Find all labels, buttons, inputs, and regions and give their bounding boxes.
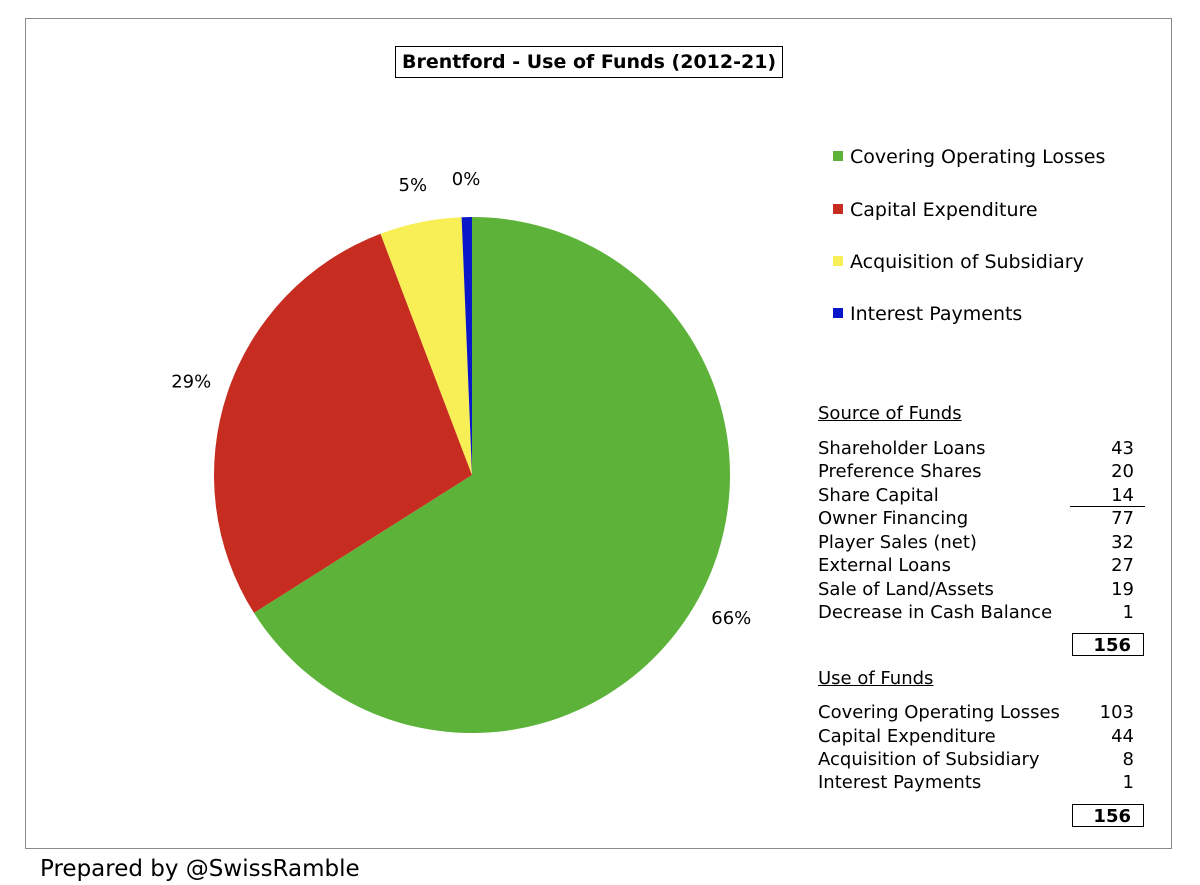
- use-of-funds-heading: Use of Funds: [818, 668, 934, 689]
- row-value: 1: [1122, 772, 1134, 793]
- row-value: 77: [1111, 508, 1134, 529]
- row-label: Acquisition of Subsidiary: [818, 749, 1040, 770]
- row-label: Shareholder Loans: [818, 438, 986, 459]
- row-label: Owner Financing: [818, 508, 969, 529]
- row-label: Covering Operating Losses: [818, 702, 1060, 723]
- row-label: Preference Shares: [818, 461, 982, 482]
- table-row: Owner Financing 77: [818, 507, 1134, 530]
- row-label: External Loans: [818, 555, 951, 576]
- row-value: 19: [1111, 579, 1134, 600]
- legend-swatch-capital-expenditure: [833, 203, 843, 214]
- legend-item-covering-operating-losses: Covering Operating Losses: [833, 145, 1105, 169]
- table-row: Capital Expenditure 44: [818, 725, 1134, 748]
- source-total: 156: [1072, 633, 1144, 656]
- table-row: External Loans 27: [818, 554, 1134, 577]
- legend-swatch-covering-operating-losses: [833, 150, 843, 161]
- table-row: Acquisition of Subsidiary 8: [818, 748, 1134, 771]
- row-label: Decrease in Cash Balance: [818, 602, 1053, 623]
- legend-item-acquisition-of-subsidiary: Acquisition of Subsidiary: [833, 250, 1084, 274]
- row-value: 14: [1111, 485, 1134, 506]
- legend-swatch-acquisition-of-subsidiary: [833, 255, 843, 266]
- chart-title: Brentford - Use of Funds (2012-21): [395, 46, 784, 78]
- legend-label: Interest Payments: [850, 303, 1023, 325]
- table-row: Sale of Land/Assets 19: [818, 578, 1134, 601]
- legend-item-capital-expenditure: Capital Expenditure: [833, 198, 1038, 222]
- table-row: Player Sales (net) 32: [818, 531, 1134, 554]
- source-of-funds-heading: Source of Funds: [818, 403, 962, 424]
- table-row: Decrease in Cash Balance 1: [818, 601, 1134, 624]
- use-total: 156: [1072, 804, 1144, 827]
- row-label: Player Sales (net): [818, 532, 977, 553]
- legend-label: Capital Expenditure: [850, 199, 1038, 221]
- table-row: Covering Operating Losses 103: [818, 701, 1134, 724]
- table-row: Interest Payments 1: [818, 771, 1134, 794]
- row-label: Interest Payments: [818, 772, 982, 793]
- row-value: 103: [1099, 702, 1134, 723]
- footer-credit: Prepared by @SwissRamble: [40, 856, 360, 882]
- row-label: Sale of Land/Assets: [818, 579, 994, 600]
- row-value: 43: [1111, 438, 1134, 459]
- row-value: 44: [1111, 726, 1134, 747]
- row-label: Capital Expenditure: [818, 726, 996, 747]
- legend-label: Covering Operating Losses: [850, 146, 1106, 168]
- row-value: 8: [1122, 749, 1134, 770]
- row-value: 27: [1111, 555, 1134, 576]
- row-value: 20: [1111, 461, 1134, 482]
- row-value: 1: [1122, 602, 1134, 623]
- table-row: Shareholder Loans 43: [818, 437, 1134, 460]
- subtotal-rule: [1070, 506, 1145, 507]
- legend-item-interest-payments: Interest Payments: [833, 302, 1022, 326]
- table-row: Preference Shares 20: [818, 460, 1134, 483]
- legend-swatch-interest-payments: [833, 307, 843, 318]
- legend-label: Acquisition of Subsidiary: [850, 251, 1084, 273]
- row-label: Share Capital: [818, 485, 939, 506]
- table-row: Share Capital 14: [818, 484, 1134, 507]
- row-value: 32: [1111, 532, 1134, 553]
